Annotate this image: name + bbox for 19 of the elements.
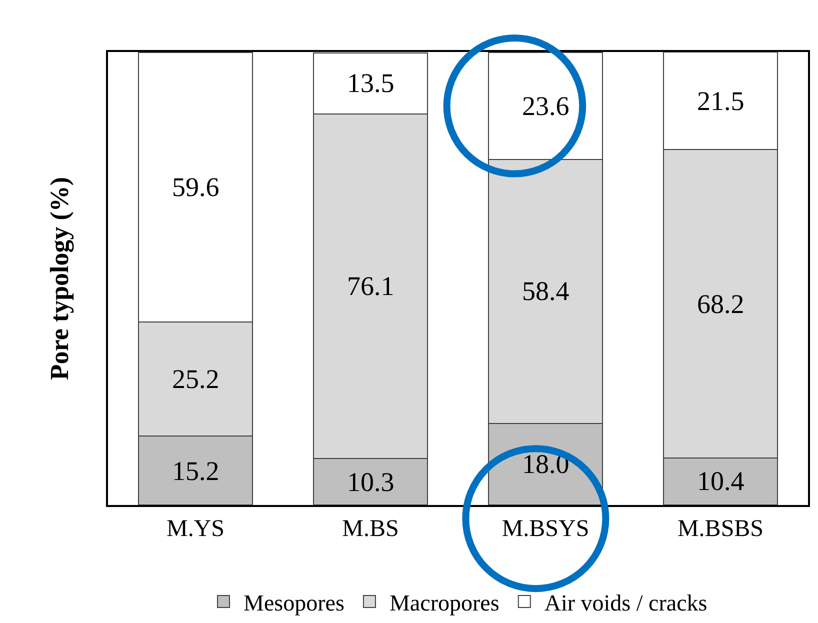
x-tick-label: M.BSBS xyxy=(677,516,764,542)
data-label: 76.1 xyxy=(347,271,394,301)
data-label: 21.5 xyxy=(697,86,744,116)
legend-label: Macropores xyxy=(389,590,500,616)
data-label: 15.2 xyxy=(172,456,220,486)
data-label: 23.6 xyxy=(522,91,570,121)
x-tick-label: M.BSYS xyxy=(502,516,590,542)
y-axis-title: Pore typology (%) xyxy=(44,176,74,380)
x-tick-label: M.BS xyxy=(342,516,399,542)
x-tick-label: M.YS xyxy=(166,516,225,542)
data-label: 13.5 xyxy=(347,68,394,98)
data-label: 68.2 xyxy=(697,289,744,319)
data-label: 58.4 xyxy=(522,276,570,306)
data-label: 59.6 xyxy=(172,172,220,202)
legend-label: Mesopores xyxy=(244,590,344,616)
data-label: 10.4 xyxy=(697,466,745,496)
data-label: 10.3 xyxy=(347,467,394,497)
legend-label: Air voids / cracks xyxy=(544,590,708,616)
data-label: 25.2 xyxy=(172,364,220,394)
